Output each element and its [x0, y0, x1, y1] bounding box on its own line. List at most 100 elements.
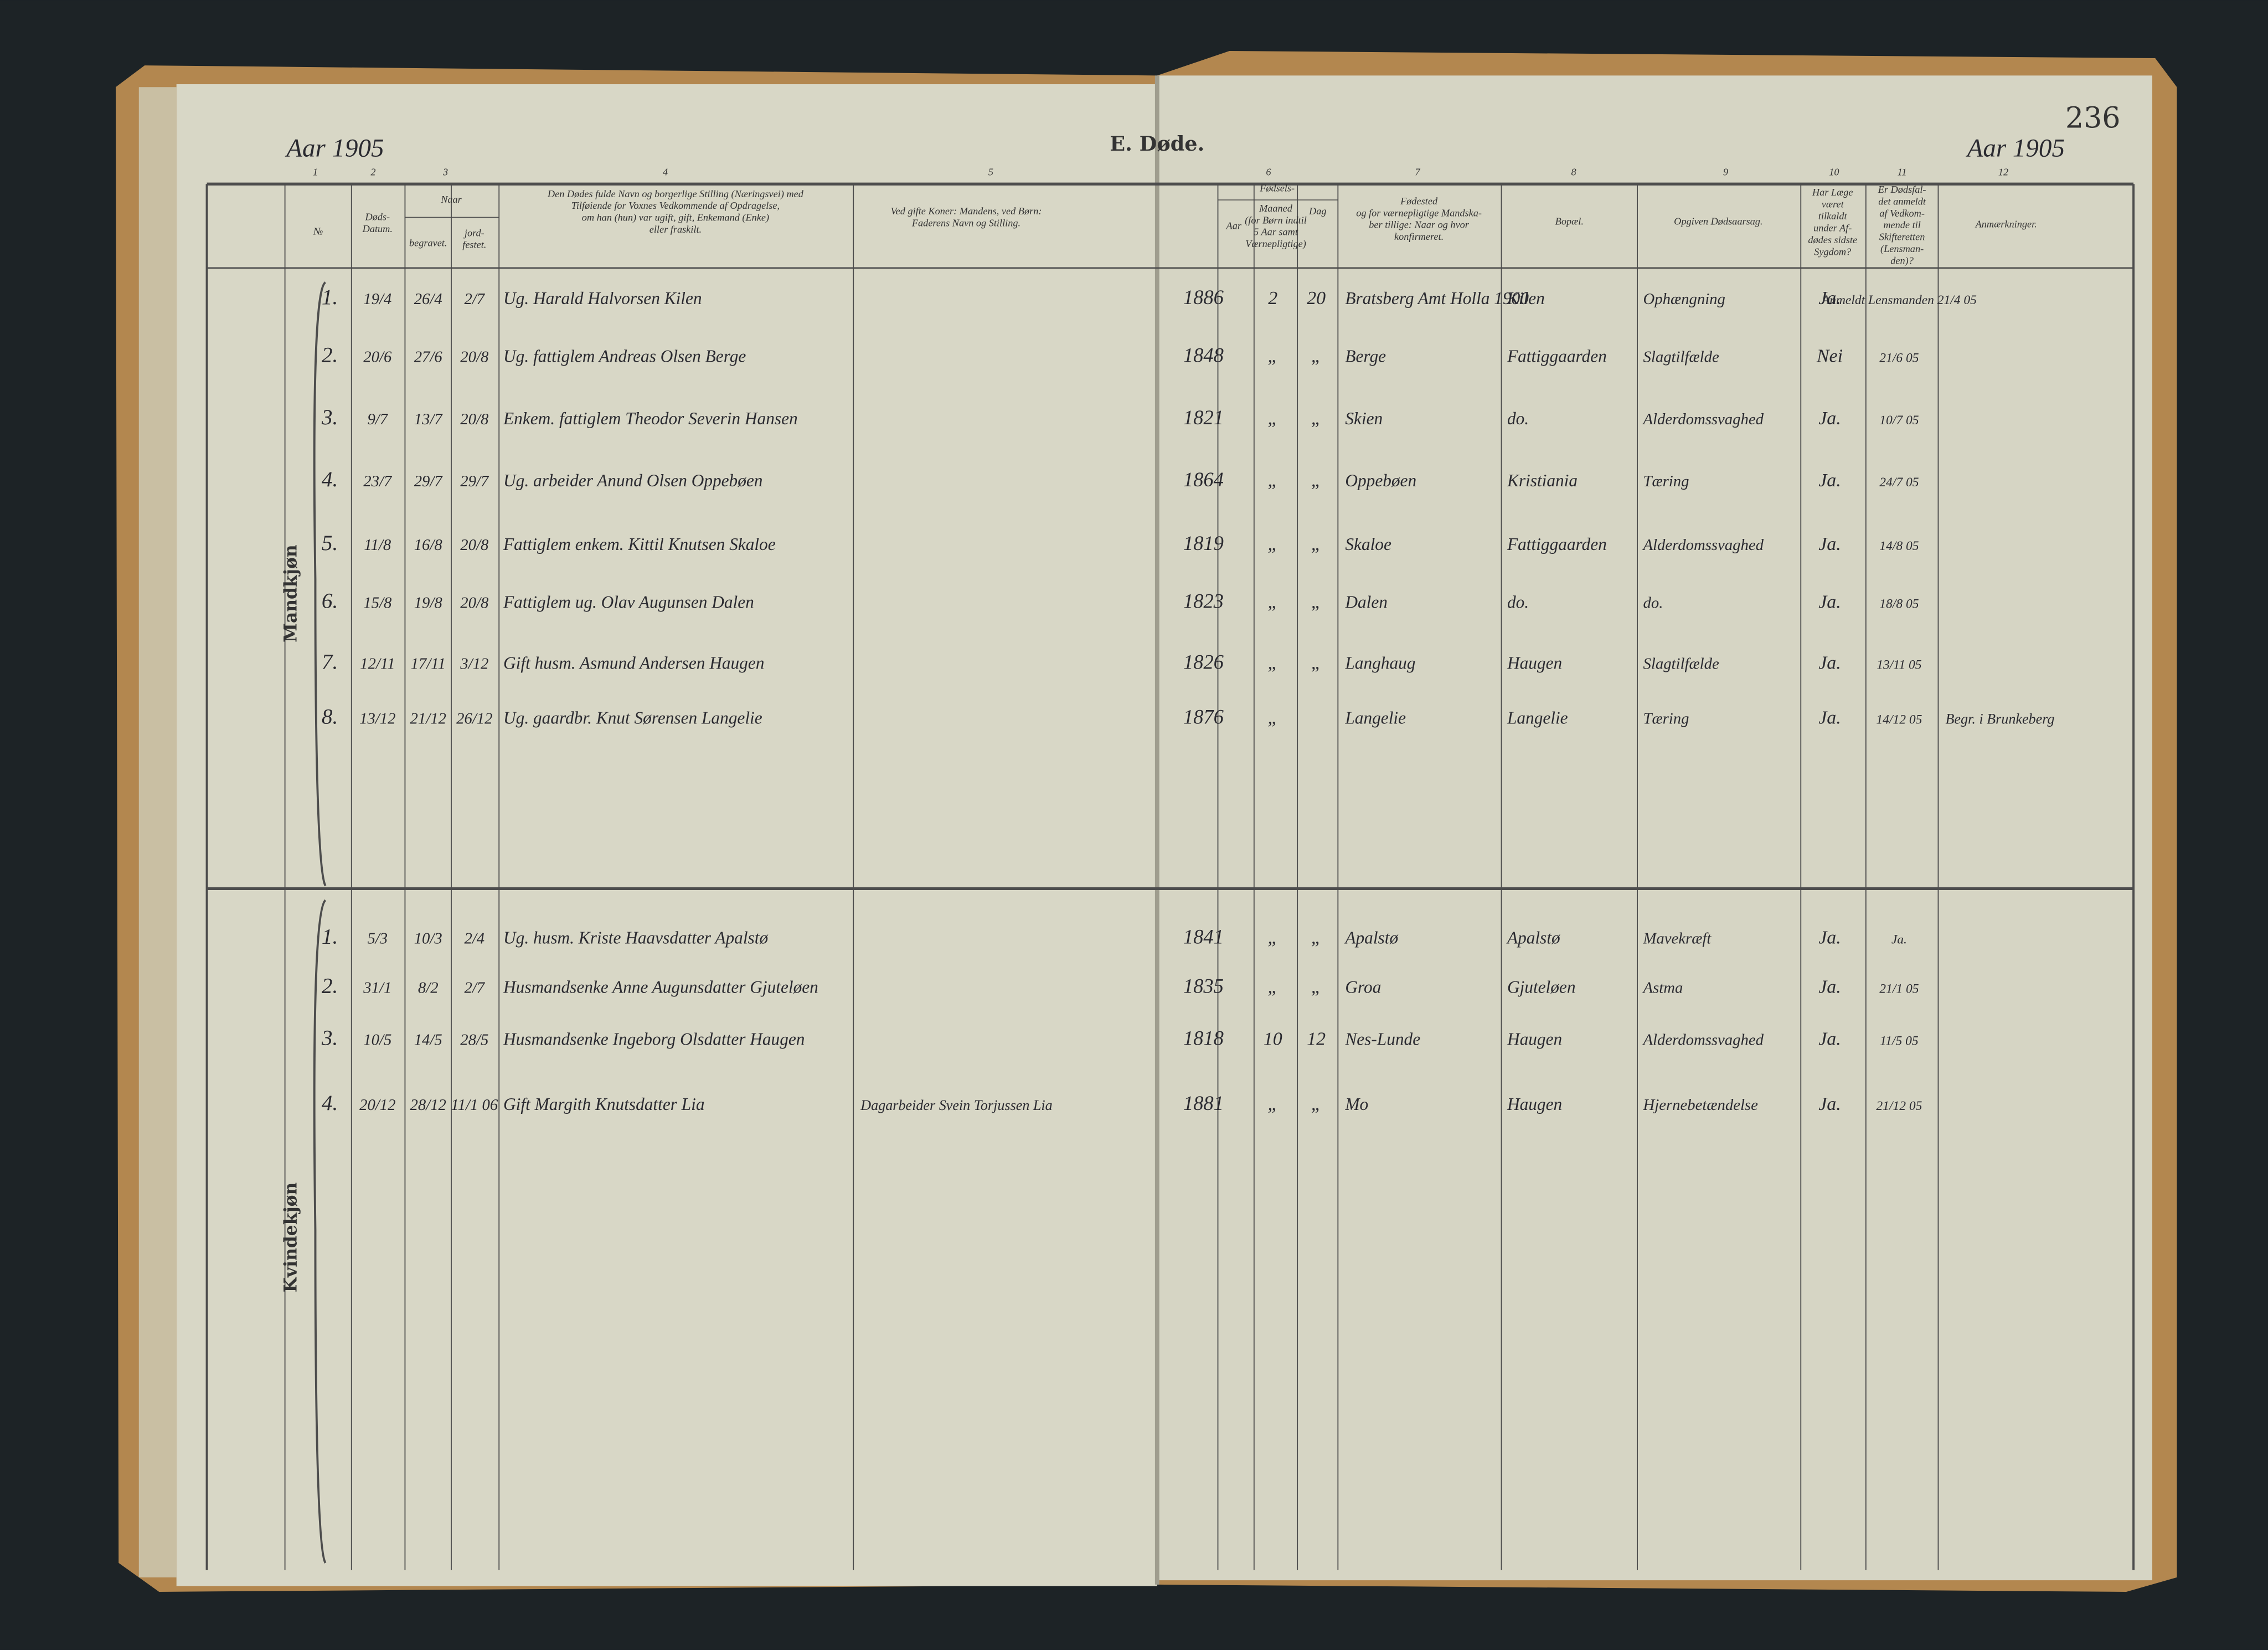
cell-birth-month: „ [1267, 977, 1278, 998]
cell-no: 4. [322, 467, 338, 491]
cell-buried: 19/8 [414, 594, 443, 612]
cell-buried: 8/2 [418, 979, 439, 997]
cell-residence: Kilen [1507, 289, 1545, 308]
cell-buried: 26/4 [414, 290, 442, 308]
section-label: Mandkjøn [281, 544, 301, 642]
title: E. Døde. [1110, 132, 1204, 156]
cell-name: Ug. husm. Kriste Haavsdatter Apalstø [503, 928, 769, 948]
cell-consecrated: 26/12 [456, 710, 492, 728]
cell-died: 12/11 [360, 655, 395, 672]
cell-cause: Ophængning [1643, 290, 1725, 308]
cell-birth-year: 1876 [1183, 706, 1224, 728]
cell-buried: 16/8 [414, 536, 443, 554]
cell-name: Fattiglem enkem. Kittil Knutsen Skaloe [503, 534, 776, 554]
column-header: og for værnepligtige Mandska- [1356, 207, 1482, 218]
ruling [205, 182, 2135, 1570]
cell-reported: 14/8 05 [1879, 539, 1919, 553]
cell-buried: 17/11 [411, 655, 446, 672]
cell-birthplace: Mo [1344, 1094, 1368, 1114]
page-stack [138, 87, 177, 1577]
cell-no: 8. [322, 705, 338, 729]
column-header: Dag [1308, 205, 1326, 217]
cell-birth-month: „ [1267, 408, 1278, 429]
cell-birth-month: „ [1267, 708, 1278, 728]
column-header: tilkaldt [1818, 210, 1848, 222]
cell-cause: Tæring [1643, 472, 1689, 490]
cell-birthplace: Nes-Lunde [1344, 1030, 1420, 1049]
column-number: 4 [663, 167, 668, 178]
section-label: Kvindekjøn [281, 1182, 301, 1292]
cell-doctor: Ja. [1818, 652, 1841, 673]
cell-birth-month: „ [1267, 1094, 1278, 1114]
cell-buried: 14/5 [414, 1031, 442, 1049]
column-header: ber tillige: Naar og hvor [1369, 219, 1470, 230]
column-header: Datum. [362, 223, 393, 234]
cell-died: 31/1 [363, 979, 391, 997]
cell-doctor: Ja. [1818, 708, 1841, 728]
cell-cause: Alderdomssvaghed [1642, 536, 1764, 554]
cell-died: 15/8 [363, 594, 392, 612]
column-number: 5 [988, 167, 993, 178]
cell-doctor: Ja. [1818, 534, 1841, 554]
table: 1 2 3 4 5 6 7 8 9 10 11 12№Døds-Datum.Naarbegravet.… [281, 167, 2055, 1293]
cell-no: 6. [322, 589, 338, 613]
cell-doctor: Ja. [1818, 977, 1841, 998]
column-header: Sygdom? [1814, 246, 1851, 257]
column-header: Den Dødes fulde Navn og borgerlige Still… [547, 188, 804, 200]
cell-reported: 21/6 05 [1879, 351, 1919, 366]
cell-reported: 21/1 05 [1879, 982, 1919, 996]
cell-birth-year: 1841 [1183, 926, 1224, 948]
cell-no: 1. [322, 925, 338, 949]
cell-name: Ug. fattiglem Andreas Olsen Berge [503, 347, 746, 366]
cell-residence: Gjuteløen [1507, 978, 1576, 997]
cell-birthplace: Bratsberg Amt Holla 1900 [1345, 289, 1529, 308]
cell-residence: Haugen [1507, 653, 1562, 672]
cell-birth-day: 12 [1307, 1029, 1326, 1050]
column-number: 2 [370, 167, 375, 178]
cell-reported: 11/5 05 [1880, 1034, 1919, 1048]
cell-birth-day: „ [1311, 408, 1322, 429]
cell-name: Fattiglem ug. Olav Augunsen Dalen [503, 593, 754, 612]
cell-reported: 24/7 05 [1879, 475, 1919, 490]
cell-birth-year: 1864 [1183, 468, 1224, 491]
cell-cause: Hjernebetændelse [1643, 1096, 1759, 1114]
cell-cause: Alderdomssvaghed [1642, 1031, 1764, 1049]
cell-consecrated: 28/5 [460, 1031, 488, 1049]
cell-birth-day: „ [1311, 592, 1322, 613]
cell-name: Ug. Harald Halvorsen Kilen [503, 289, 702, 308]
cell-name: Enkem. fattiglem Theodor Severin Hansen [503, 409, 798, 428]
cell-birth-month: „ [1267, 346, 1278, 367]
cell-birthplace: Skaloe [1345, 534, 1391, 554]
cell-died: 13/12 [359, 710, 395, 728]
cell-birthplace: Groa [1345, 978, 1381, 997]
cell-birth-day: „ [1311, 470, 1322, 491]
cell-doctor: Ja. [1818, 1094, 1841, 1114]
column-header: (Lensman- [1880, 243, 1924, 255]
column-header: Døds- [364, 212, 390, 223]
column-header: Ved gifte Koner: Mandens, ved Børn: [891, 205, 1042, 217]
cell-birth-year: 1826 [1183, 650, 1224, 673]
cell-consecrated: 2/7 [464, 290, 485, 308]
column-header: dødes sidste [1808, 234, 1857, 245]
cell-died: 9/7 [367, 410, 388, 428]
cell-name: Husmandsenke Ingeborg Olsdatter Haugen [503, 1030, 805, 1049]
cell-birth-month: 10 [1264, 1029, 1282, 1050]
cell-residence: Fattiggaarden [1507, 534, 1607, 554]
cell-birth-year: 1848 [1183, 344, 1224, 367]
cell-birth-month: „ [1267, 652, 1278, 673]
cell-birth-year: 1881 [1183, 1092, 1224, 1114]
cell-residence: Apalstø [1506, 928, 1561, 948]
cell-buried: 13/7 [414, 410, 444, 428]
column-header: af Vedkom- [1879, 208, 1925, 219]
cell-no: 4. [322, 1091, 338, 1115]
cell-reported: 10/7 05 [1879, 413, 1919, 428]
cell-doctor: Ja. [1818, 1029, 1841, 1050]
cell-name: Ug. gaardbr. Knut Sørensen Langelie [503, 708, 762, 728]
cell-died: 5/3 [367, 930, 388, 948]
cell-birthplace: Langelie [1344, 708, 1406, 728]
cell-no: 2. [322, 974, 338, 998]
cell-consecrated: 11/1 06 [451, 1096, 498, 1114]
cell-residence: Langelie [1507, 708, 1568, 728]
cell-consecrated: 2/7 [464, 979, 485, 997]
